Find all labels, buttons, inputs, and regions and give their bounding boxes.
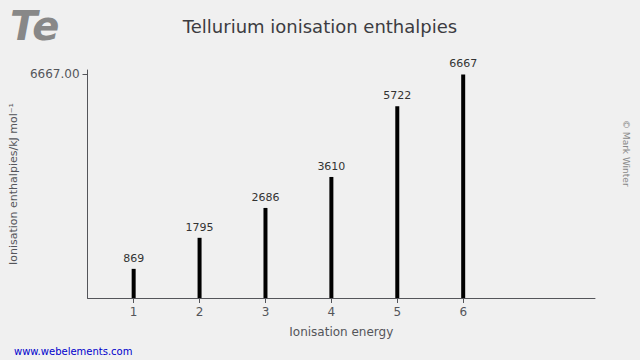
svg-text:1795: 1795 xyxy=(186,221,214,234)
svg-text:3: 3 xyxy=(262,305,270,319)
svg-text:© Mark Winter: © Mark Winter xyxy=(621,120,631,187)
svg-text:6667: 6667 xyxy=(449,57,477,70)
svg-text:4: 4 xyxy=(328,305,336,319)
svg-text:3610: 3610 xyxy=(317,160,345,173)
svg-text:www.webelements.com: www.webelements.com xyxy=(14,346,132,357)
svg-text:5: 5 xyxy=(393,305,401,319)
svg-text:Te: Te xyxy=(10,3,59,49)
svg-text:6: 6 xyxy=(459,305,467,319)
svg-text:2: 2 xyxy=(196,305,204,319)
svg-text:Ionisation enthalpies/kJ mol⁻¹: Ionisation enthalpies/kJ mol⁻¹ xyxy=(7,103,20,265)
svg-text:6667.00: 6667.00 xyxy=(30,67,80,81)
svg-text:Ionisation energy: Ionisation energy xyxy=(289,325,393,339)
svg-text:869: 869 xyxy=(123,252,144,265)
svg-text:Tellurium ionisation enthalpie: Tellurium ionisation enthalpies xyxy=(182,16,457,37)
svg-text:1: 1 xyxy=(130,305,138,319)
svg-text:2686: 2686 xyxy=(251,191,279,204)
svg-text:5722: 5722 xyxy=(383,89,411,102)
